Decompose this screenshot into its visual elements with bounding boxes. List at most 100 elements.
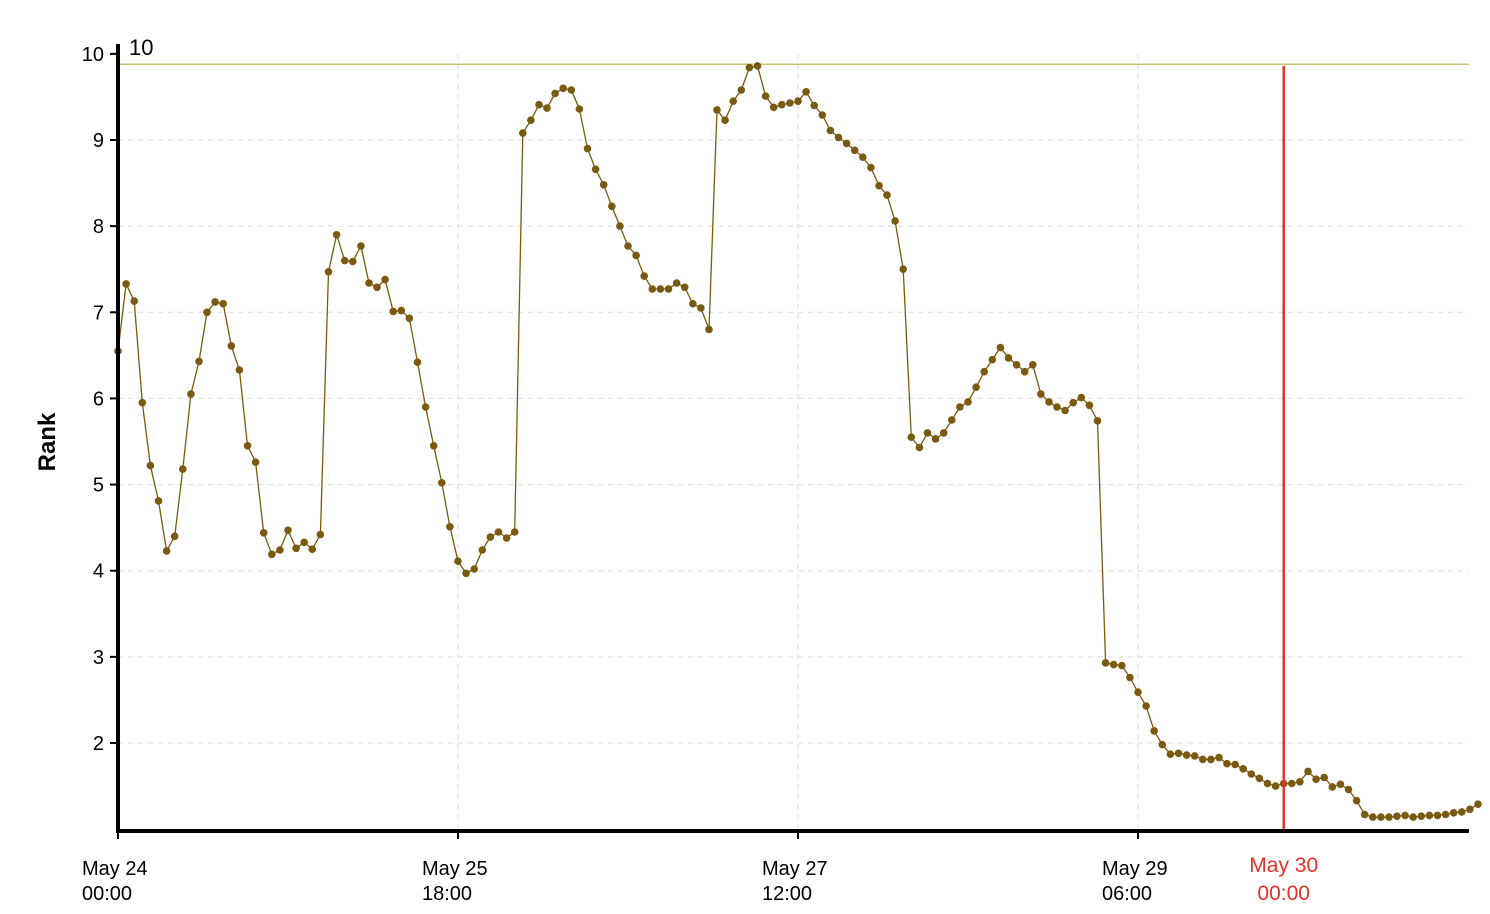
data-point: [235, 366, 244, 374]
y-tick-label: 4: [93, 561, 104, 583]
data-point: [689, 299, 697, 308]
data-point: [308, 545, 317, 553]
y-tick-label: 3: [93, 647, 104, 669]
data-point: [1231, 760, 1239, 769]
data-point: [316, 530, 325, 539]
data-point: [1360, 810, 1369, 819]
data-point: [899, 265, 907, 274]
data-point: [1045, 398, 1053, 406]
data-point: [567, 86, 576, 94]
data-point: [624, 242, 632, 250]
data-point: [794, 97, 802, 105]
data-point: [1328, 783, 1337, 791]
data-point: [632, 251, 640, 260]
data-point: [850, 146, 859, 155]
data-point: [996, 343, 1005, 352]
data-point: [1061, 406, 1069, 415]
data-point: [1020, 367, 1029, 376]
data-point: [429, 442, 438, 450]
data-point: [1134, 688, 1142, 696]
data-point: [1012, 361, 1021, 369]
data-point: [964, 398, 972, 406]
data-point: [227, 342, 236, 350]
data-point: [462, 569, 470, 578]
data-point: [1271, 782, 1280, 790]
x-tick-label-date: May 29: [1102, 858, 1168, 880]
data-point: [1458, 808, 1466, 816]
data-point: [551, 89, 559, 98]
data-point: [721, 116, 729, 124]
data-point: [1158, 740, 1167, 749]
data-point: [1126, 673, 1134, 682]
data-point: [834, 133, 843, 142]
data-point: [1255, 774, 1264, 783]
data-point: [883, 191, 891, 199]
data-point: [867, 163, 875, 172]
data-point: [1093, 417, 1102, 425]
data-point: [1369, 813, 1377, 821]
data-point: [842, 139, 851, 148]
data-point: [300, 538, 309, 547]
x-tick-label-date: May 24: [82, 858, 148, 880]
data-point: [810, 101, 818, 110]
data-point: [219, 299, 227, 308]
data-point: [980, 367, 988, 376]
data-point: [1393, 812, 1401, 820]
data-point: [502, 534, 511, 542]
data-point: [972, 383, 980, 392]
data-point: [187, 390, 195, 398]
data-point: [268, 550, 276, 559]
data-point: [397, 306, 406, 315]
data-point: [988, 355, 997, 364]
data-point: [470, 565, 479, 573]
data-point: [1474, 800, 1482, 808]
data-point: [373, 283, 381, 292]
data-point: [527, 116, 535, 124]
data-point: [672, 279, 681, 287]
data-point: [1409, 813, 1417, 821]
y-tick-label: 6: [93, 388, 104, 410]
data-point: [931, 435, 940, 443]
data-point: [1239, 765, 1247, 773]
x-tick-label-time: 00:00: [82, 883, 132, 905]
data-point: [381, 275, 389, 284]
data-point: [648, 285, 657, 293]
data-point: [769, 103, 778, 112]
data-point: [413, 358, 422, 367]
data-point: [340, 256, 349, 265]
y-tick-label: 10: [82, 44, 104, 66]
data-point: [179, 465, 187, 473]
data-point: [130, 297, 138, 305]
data-point: [591, 165, 600, 174]
data-point: [494, 528, 503, 536]
data-point: [1085, 401, 1094, 410]
y-axis-label: Rank: [34, 412, 61, 471]
data-point: [956, 403, 964, 411]
data-point: [1296, 778, 1304, 786]
data-point: [1425, 811, 1434, 820]
data-point: [1385, 813, 1393, 821]
data-point: [357, 242, 365, 250]
data-point: [1417, 812, 1426, 820]
data-point: [146, 461, 155, 470]
data-point: [1449, 809, 1458, 817]
reference-line-label: 10: [129, 35, 153, 60]
x-tick-label-time: 12:00: [762, 883, 812, 905]
data-point: [616, 222, 624, 230]
data-point: [907, 433, 916, 442]
data-point: [1320, 773, 1328, 782]
data-point: [559, 84, 567, 93]
data-point: [1109, 660, 1118, 669]
data-point: [761, 92, 770, 100]
data-point: [818, 111, 827, 119]
data-point: [438, 479, 446, 487]
data-point: [1101, 659, 1110, 667]
data-point: [1174, 749, 1183, 758]
data-point: [243, 442, 252, 450]
data-point: [915, 443, 924, 452]
grid-lines: [118, 54, 1469, 831]
data-point: [478, 546, 487, 554]
data-point: [1466, 805, 1474, 814]
data-point: [664, 285, 673, 293]
data-point: [1401, 811, 1409, 820]
